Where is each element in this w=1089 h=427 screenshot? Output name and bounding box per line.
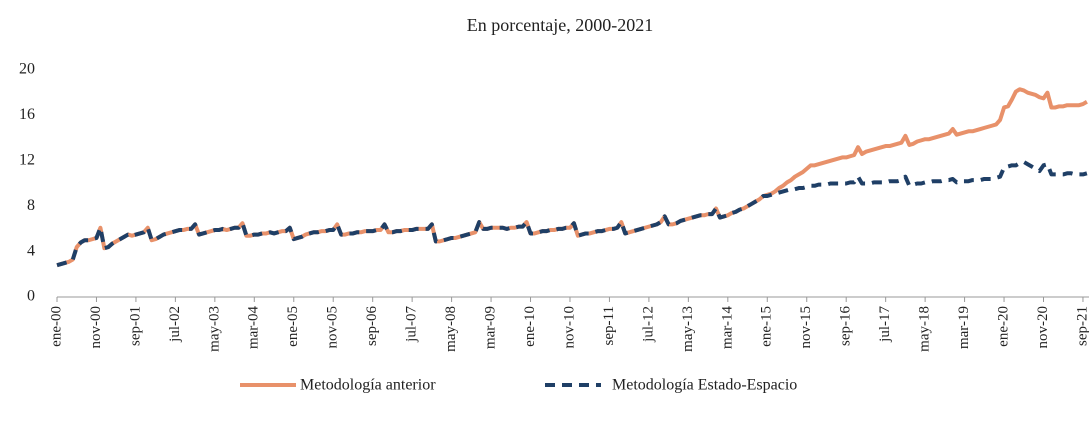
x-tick-label: nov-15 bbox=[798, 306, 814, 349]
x-tick-label: sep-06 bbox=[364, 306, 380, 346]
legend-label: Metodología Estado-Espacio bbox=[612, 377, 797, 394]
series-line bbox=[56, 87, 1088, 268]
y-tick-label: 8 bbox=[27, 197, 35, 214]
x-tick-label: may-18 bbox=[917, 306, 933, 352]
y-tick-label: 20 bbox=[19, 61, 35, 78]
x-tick-label: may-13 bbox=[680, 306, 696, 352]
x-tick-label: mar-14 bbox=[719, 306, 735, 350]
x-tick-label: mar-19 bbox=[956, 306, 972, 349]
x-tick-label: mar-04 bbox=[246, 306, 262, 350]
x-tick-label: nov-00 bbox=[88, 306, 104, 349]
x-tick-label: nov-20 bbox=[1035, 306, 1051, 349]
x-tick-label: ene-05 bbox=[285, 306, 301, 347]
x-tick-label: sep-21 bbox=[1074, 306, 1089, 346]
series-line bbox=[56, 159, 1088, 268]
y-tick-label: 4 bbox=[27, 242, 35, 259]
x-tick-label: ene-00 bbox=[48, 306, 64, 347]
x-tick-label: mar-09 bbox=[482, 306, 498, 349]
x-tick-label: ene-15 bbox=[759, 306, 775, 347]
x-tick-label: sep-16 bbox=[838, 306, 854, 346]
y-tick-label: 16 bbox=[19, 106, 35, 123]
x-tick-label: jul-02 bbox=[167, 306, 183, 343]
x-tick-label: ene-20 bbox=[995, 306, 1011, 347]
x-tick-label: may-03 bbox=[206, 306, 222, 352]
y-tick-label: 12 bbox=[19, 151, 35, 168]
x-tick-label: jul-17 bbox=[877, 306, 893, 343]
x-tick-label: sep-11 bbox=[601, 306, 617, 345]
x-tick-label: jul-12 bbox=[640, 306, 656, 343]
x-tick-label: nov-10 bbox=[561, 306, 577, 349]
chart-title: En porcentaje, 2000-2021 bbox=[467, 15, 653, 35]
x-tick-label: may-08 bbox=[443, 306, 459, 352]
y-tick-label: 0 bbox=[27, 288, 35, 305]
x-tick-label: sep-01 bbox=[127, 306, 143, 346]
legend-label: Metodología anterior bbox=[300, 377, 436, 394]
x-tick-label: nov-05 bbox=[325, 306, 341, 349]
x-tick-label: jul-07 bbox=[404, 306, 420, 343]
x-tick-label: ene-10 bbox=[522, 306, 538, 347]
